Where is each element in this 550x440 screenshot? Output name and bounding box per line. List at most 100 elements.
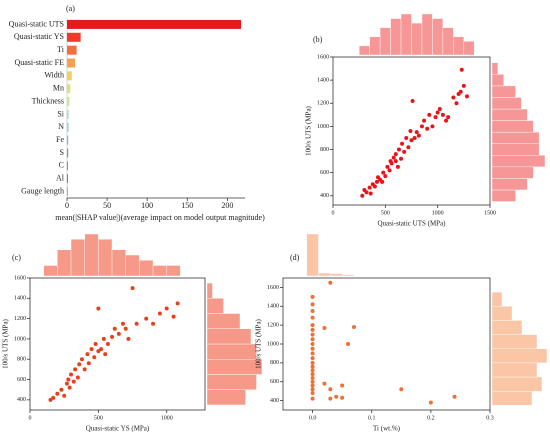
scatter-point: [151, 321, 156, 326]
scatter-point: [399, 387, 404, 392]
scatter-point: [440, 112, 445, 117]
scatter-point: [393, 159, 398, 164]
scatter-point: [59, 387, 64, 392]
scatter-point: [96, 349, 101, 354]
right-histogram-bar: [491, 348, 548, 364]
scatter-point: [310, 342, 315, 346]
scatter-point: [310, 368, 315, 373]
scatter-point: [419, 124, 424, 129]
right-histogram-bar: [491, 334, 538, 349]
y-tick-label: S: [60, 148, 64, 157]
x-tick-label: 0.0: [309, 415, 317, 421]
right-histogram-bar: [206, 313, 241, 329]
panel-label: (b): [313, 35, 323, 44]
scatter-point: [310, 391, 315, 396]
x-tick-label: 0: [29, 415, 32, 421]
scatter-point: [393, 152, 398, 157]
scatter-point: [310, 309, 315, 313]
scatter-point: [310, 375, 315, 380]
x-tick-label: 0: [332, 210, 335, 216]
scatter-point: [116, 331, 121, 336]
scatter-point: [425, 126, 430, 131]
y-tick-label: 600: [270, 379, 279, 385]
scatter-point: [374, 179, 379, 184]
top-histogram-bar: [379, 27, 391, 56]
top-histogram-bar: [306, 233, 319, 277]
scatter-point: [452, 394, 457, 399]
scatter-point: [433, 115, 438, 120]
y-tick-label: Ti: [57, 45, 65, 54]
y-tick-label: 400: [270, 398, 279, 404]
right-histogram-bar: [491, 189, 516, 202]
scatter-point: [310, 323, 315, 328]
right-histogram-bar: [491, 155, 546, 168]
y-tick-label: 1000: [267, 341, 279, 347]
scatter-point: [381, 170, 386, 175]
top-histogram-bar: [139, 260, 154, 277]
top-histogram-bar: [111, 249, 126, 277]
scatter-point: [103, 352, 108, 357]
scatter-point: [400, 141, 405, 146]
scatter-point: [126, 336, 131, 341]
y-tick-label: 1600: [267, 285, 279, 291]
scatter-point: [422, 118, 427, 123]
right-histogram-bar: [491, 376, 543, 392]
scatter-point: [408, 129, 413, 133]
scatter-point: [310, 327, 315, 332]
x-axis-label: Quasi-static YS (MPa): [86, 425, 150, 433]
scatter-point: [157, 311, 162, 316]
bar: [67, 19, 241, 29]
scatter-point: [96, 306, 101, 311]
scatter-point: [310, 372, 315, 377]
top-histogram-bar: [442, 27, 454, 56]
scatter-point: [310, 302, 315, 307]
y-tick-label: C: [59, 161, 64, 170]
scatter-point: [380, 179, 385, 184]
top-histogram-bar: [358, 45, 370, 56]
x-axis-label: Ti (wt.%): [373, 425, 401, 433]
scatter-point: [310, 351, 315, 356]
scatter-point: [310, 379, 315, 384]
scatter-point: [310, 364, 315, 369]
scatter-point: [101, 336, 106, 341]
right-histogram-bar: [206, 389, 246, 406]
x-axis-label: Quasi-static UTS (MPa): [377, 220, 446, 228]
scatter-point: [391, 155, 396, 160]
scatter-point: [340, 395, 345, 400]
panel-label: (c): [12, 253, 21, 262]
x-tick-label: 500: [381, 210, 390, 216]
right-histogram-bar: [491, 143, 540, 156]
y-tick-label: 1400: [267, 304, 279, 310]
scatter-point: [383, 174, 388, 179]
top-histogram-bar: [330, 273, 343, 277]
scatter-point: [409, 138, 414, 143]
scatter-point: [461, 83, 466, 88]
right-histogram-bar: [491, 131, 540, 144]
scatter-point: [105, 342, 110, 346]
scatter-point: [322, 381, 327, 386]
scatter-point: [120, 321, 125, 326]
right-histogram-bar: [206, 298, 224, 314]
top-histogram-bar: [421, 13, 433, 56]
scatter-point: [75, 375, 80, 380]
scatter-point: [92, 355, 97, 360]
y-tick-label: Fe: [56, 135, 64, 144]
top-histogram-bar: [166, 265, 181, 277]
x-tick-label: 100: [141, 201, 153, 210]
scatter-point: [82, 367, 87, 372]
top-histogram-bar: [432, 18, 444, 56]
y-tick-label: Thickness: [32, 96, 64, 105]
top-histogram-bar: [400, 13, 412, 56]
bar: [67, 174, 68, 184]
panel-label: (d): [290, 253, 300, 262]
scatter-point: [451, 95, 456, 100]
scatter-point: [410, 98, 415, 103]
scatter-point: [110, 334, 115, 339]
y-tick-label: 400: [17, 397, 26, 403]
scatter-point: [144, 316, 149, 321]
y-tick-label: Gauge length: [21, 186, 64, 195]
right-histogram-bar: [206, 328, 252, 345]
y-tick-label: Quasi-static YS: [14, 32, 64, 41]
scatter-point: [69, 372, 74, 377]
y-tick-label: 800: [270, 360, 279, 366]
